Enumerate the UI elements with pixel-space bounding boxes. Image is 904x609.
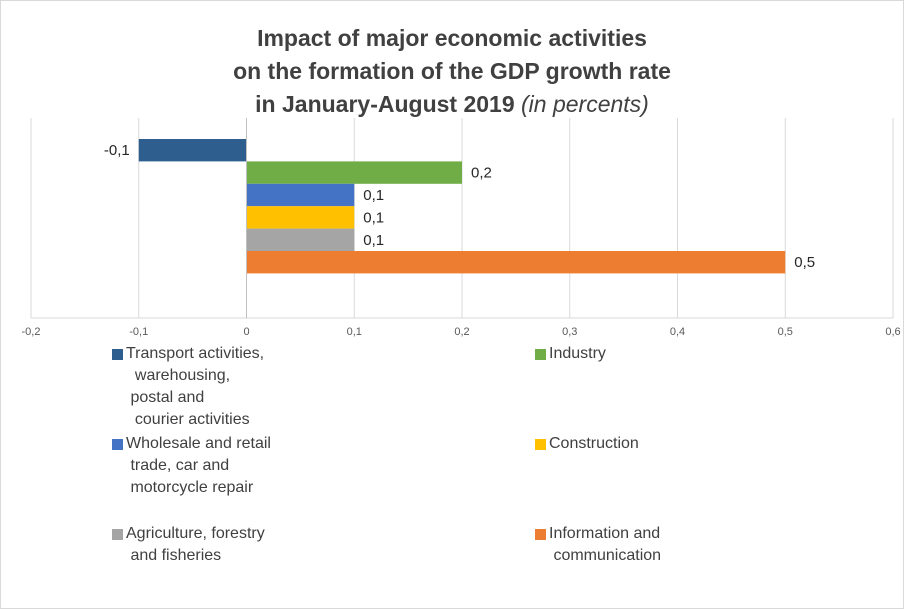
bar-1 bbox=[246, 161, 462, 184]
legend-item-4: Agriculture, forestry and fisheries bbox=[112, 523, 265, 567]
data-label-3: 0,1 bbox=[363, 209, 384, 226]
data-label-1: 0,2 bbox=[471, 165, 492, 182]
legend-label-0: Transport activities, warehousing, posta… bbox=[126, 345, 265, 428]
x-tick-label-3: 0,1 bbox=[347, 326, 362, 338]
chart-title-line-3: in January-August 2019 (in percents) bbox=[0, 88, 904, 121]
legend-label-5: Information and communication bbox=[549, 525, 662, 564]
x-tick-label-1: -0,1 bbox=[129, 326, 148, 338]
legend-label-3: Construction bbox=[549, 435, 639, 452]
bar-2 bbox=[246, 183, 355, 207]
legend-item-0: Transport activities, warehousing, posta… bbox=[112, 343, 264, 431]
legend-item-1: Industry bbox=[535, 343, 606, 365]
x-tick-label-7: 0,5 bbox=[778, 326, 793, 338]
chart-title-suffix: (in percents) bbox=[514, 91, 649, 117]
chart-title-line-1: Impact of major economic activities bbox=[257, 25, 647, 51]
x-tick-label-0: -0,2 bbox=[22, 326, 41, 338]
x-tick-label-5: 0,3 bbox=[562, 326, 577, 338]
data-label-2: 0,1 bbox=[363, 187, 384, 204]
chart-title-line-3-main: in January-August 2019 bbox=[255, 91, 515, 117]
bar-4 bbox=[246, 228, 355, 251]
legend-item-5: Information and communication bbox=[535, 523, 661, 567]
legend-label-1: Industry bbox=[549, 345, 606, 362]
legend-label-2: Wholesale and retail trade, car and moto… bbox=[126, 435, 271, 496]
data-label-0: -0,1 bbox=[104, 142, 130, 159]
data-label-5: 0,5 bbox=[794, 254, 815, 271]
data-label-4: 0,1 bbox=[363, 232, 384, 249]
x-tick-label-6: 0,4 bbox=[670, 326, 685, 338]
legend-swatch-1 bbox=[535, 349, 546, 360]
legend-swatch-2 bbox=[112, 439, 123, 450]
legend-swatch-4 bbox=[112, 529, 123, 540]
legend-item-2: Wholesale and retail trade, car and moto… bbox=[112, 433, 271, 499]
bar-5 bbox=[246, 251, 786, 274]
legend-swatch-5 bbox=[535, 529, 546, 540]
legend-label-4: Agriculture, forestry and fisheries bbox=[126, 525, 265, 564]
legend-item-3: Construction bbox=[535, 433, 639, 455]
chart-title: Impact of major economic activities on t… bbox=[0, 22, 904, 121]
bar-3 bbox=[246, 206, 355, 229]
bar-0 bbox=[138, 139, 247, 162]
x-tick-label-2: 0 bbox=[243, 326, 249, 338]
legend-swatch-3 bbox=[535, 439, 546, 450]
x-tick-label-8: 0,6 bbox=[885, 326, 900, 338]
x-tick-label-4: 0,2 bbox=[454, 326, 469, 338]
legend-swatch-0 bbox=[112, 349, 123, 360]
chart-title-line-2: on the formation of the GDP growth rate bbox=[233, 58, 671, 84]
